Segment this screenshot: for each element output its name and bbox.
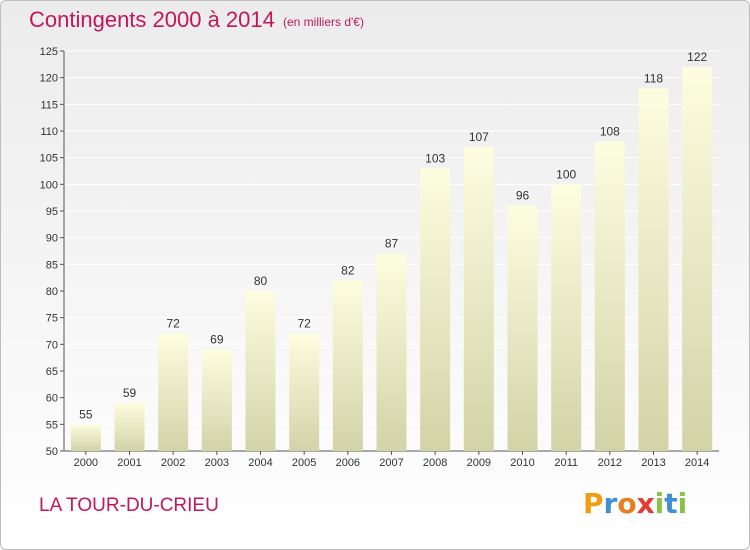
data-label: 55 xyxy=(79,407,93,421)
bar-2008 xyxy=(420,168,451,452)
y-tick-label: 100 xyxy=(40,179,58,191)
chart-subtitle: (en milliers d'€) xyxy=(283,15,364,29)
data-label: 72 xyxy=(297,317,311,331)
chart-title: Contingents 2000 à 2014 xyxy=(29,7,275,32)
y-tick-label: 60 xyxy=(46,393,58,405)
bars xyxy=(70,67,713,452)
data-label: 87 xyxy=(385,237,399,251)
data-label: 80 xyxy=(254,274,268,288)
y-tick-label: 80 xyxy=(46,286,58,298)
bar-2014 xyxy=(682,67,713,451)
x-tick-label: 2011 xyxy=(554,457,578,469)
x-tick-label: 2014 xyxy=(685,457,709,469)
y-tick-label: 55 xyxy=(46,419,58,431)
logo-letter: x xyxy=(636,487,655,520)
logo-letter: i xyxy=(654,487,665,520)
data-label: 122 xyxy=(687,50,707,64)
data-label: 59 xyxy=(123,386,137,400)
logo-letter: P xyxy=(583,487,604,520)
data-label: 69 xyxy=(210,333,224,347)
bar-2011 xyxy=(551,184,582,452)
data-label: 82 xyxy=(341,263,355,277)
logo-letter: t xyxy=(664,487,678,520)
x-tick-label: 2004 xyxy=(248,457,272,469)
location-name: LA TOUR-DU-CRIEU xyxy=(39,495,219,516)
y-tick-label: 115 xyxy=(40,99,58,111)
y-tick-label: 50 xyxy=(46,446,58,458)
bar-2013 xyxy=(638,88,669,451)
bar-2000 xyxy=(70,424,101,451)
data-label: 103 xyxy=(425,151,445,165)
x-tick-label: 2003 xyxy=(205,457,229,469)
x-tick-label: 2013 xyxy=(641,457,665,469)
y-tick-label: 95 xyxy=(46,206,58,218)
y-tick-label: 70 xyxy=(46,339,58,351)
y-tick-label: 65 xyxy=(46,366,58,378)
bar-2006 xyxy=(332,280,363,451)
logo-letter: i xyxy=(677,487,688,520)
x-tick-labels: 2000 2001 2002 2003 2004 2005 2006 2007 2008 2009… xyxy=(74,457,710,469)
logo-letter: o xyxy=(617,487,637,520)
proxiti-logo[interactable]: Proxiti xyxy=(583,487,687,520)
data-label: 100 xyxy=(556,167,576,181)
y-tick-label: 75 xyxy=(46,313,58,325)
y-tick-label: 120 xyxy=(40,73,58,85)
bar-2007 xyxy=(376,253,407,451)
x-tick-label: 2010 xyxy=(510,457,534,469)
data-label: 107 xyxy=(469,130,489,144)
x-tick-label: 2005 xyxy=(292,457,316,469)
y-tick-label: 85 xyxy=(46,259,58,271)
x-tick-label: 2001 xyxy=(117,457,141,469)
data-label: 96 xyxy=(516,189,530,203)
x-tick-label: 2002 xyxy=(161,457,185,469)
data-label: 118 xyxy=(644,71,663,85)
bar-2001 xyxy=(114,403,145,451)
x-tick-label: 2000 xyxy=(74,457,98,469)
y-tick-label: 125 xyxy=(40,46,58,58)
x-tick-label: 2006 xyxy=(336,457,360,469)
bar-2012 xyxy=(594,141,625,451)
bar-2005 xyxy=(289,333,320,451)
y-tick-label: 90 xyxy=(46,233,58,245)
bar-2003 xyxy=(201,349,232,451)
x-tick-label: 2012 xyxy=(598,457,622,469)
bar-2009 xyxy=(463,147,494,451)
bar-2010 xyxy=(507,205,538,451)
bar-2002 xyxy=(158,333,189,451)
x-tick-label: 2009 xyxy=(467,457,491,469)
data-label: 108 xyxy=(600,125,620,139)
y-tick-label: 105 xyxy=(40,153,58,165)
data-label: 72 xyxy=(166,317,180,331)
x-tick-label: 2008 xyxy=(423,457,447,469)
logo-letter: r xyxy=(603,487,618,520)
y-tick-label: 110 xyxy=(40,126,58,138)
x-tick-label: 2007 xyxy=(379,457,403,469)
bar-2004 xyxy=(245,291,276,451)
data-labels: 55 59 72 69 80 72 82 87 103 107 96 100 108 118 122 xyxy=(79,50,707,421)
y-tick-labels: 50 55 60 65 70 75 80 85 90 95 100 105 110 115 120 125 xyxy=(40,46,58,458)
